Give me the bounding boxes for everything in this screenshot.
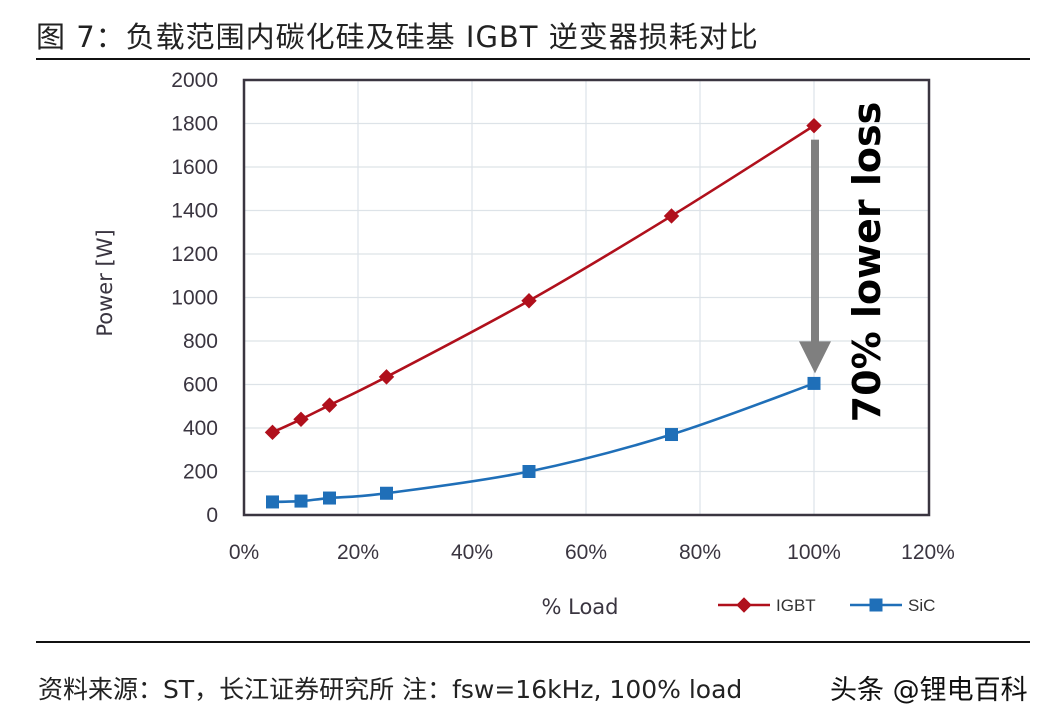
legend-item-igbt: IGBT [718,596,816,615]
source-note: 资料来源：ST，长江证券研究所 注：fsw=16kHz, 100% load [38,675,743,704]
sic-marker [266,495,279,509]
y-tick-label: 1600 [171,156,218,179]
legend-marker [736,597,752,613]
igbt-marker [321,397,338,413]
title-divider [36,58,1030,60]
arrow-shaft [811,139,819,343]
sic-line [272,382,815,504]
igbt-marker [264,424,281,441]
legend-item-sic: SiC [850,596,935,615]
y-tick-label: 2000 [171,69,218,92]
legend: IGBT SiC [718,596,935,615]
grid-lines [244,80,929,515]
sic-marker [380,486,393,500]
y-tick-label: 1400 [171,200,218,223]
x-tick-label: 80% [679,541,721,564]
y-tick-label: 1800 [171,113,218,136]
legend-label: IGBT [776,596,816,615]
sic-marker [522,465,536,478]
x-axis-title: % Load [541,595,618,619]
line-chart: 0 200 400 600 800 1000 1200 1400 1600 1800 2000 0%… [93,69,955,619]
y-tick-label: 400 [183,417,218,440]
arrow-down-icon [799,341,831,374]
x-tick-label: 120% [901,541,955,564]
annotation-text: 70% lower loss [845,102,889,423]
igbt-marker [378,369,395,385]
y-tick-label: 600 [183,374,218,397]
plot-frame [242,78,931,517]
igbt-marker [521,293,537,309]
x-tick-label: 0% [229,541,259,564]
igbt-line [271,124,815,434]
footer-divider [36,641,1030,643]
series-igbt [264,117,822,441]
series-sic [266,376,821,509]
data-series [264,117,822,509]
sic-marker [807,376,821,390]
y-tick-label: 200 [183,461,218,484]
x-tick-label: 40% [451,541,493,564]
sic-marker [294,494,308,508]
legend-label: SiC [908,596,935,615]
sic-marker [665,428,678,442]
igbt-marker [806,117,822,134]
x-tick-label: 20% [337,541,379,564]
x-axis-ticks: 0% 20% 40% 60% 80% 100% 120% [229,541,955,564]
sic-marker [323,491,336,505]
legend-marker [869,598,883,612]
annotation-arrow: 70% lower loss [799,102,889,423]
igbt-marker [663,208,680,224]
y-axis-ticks: 0 200 400 600 800 1000 1200 1400 1600 1800 2000 [171,69,218,527]
y-tick-label: 1000 [171,287,218,310]
watermark: 头条 @锂电百科 [830,675,1029,707]
igbt-marker [293,411,309,428]
x-tick-label: 60% [565,541,607,564]
y-axis-title: Power [W] [93,229,117,336]
y-tick-label: 0 [206,504,218,527]
y-tick-label: 800 [183,330,218,353]
x-tick-label: 100% [787,541,841,564]
y-tick-label: 1200 [171,243,218,266]
figure-title: 图 7：负载范围内碳化硅及硅基 IGBT 逆变器损耗对比 [36,20,759,54]
